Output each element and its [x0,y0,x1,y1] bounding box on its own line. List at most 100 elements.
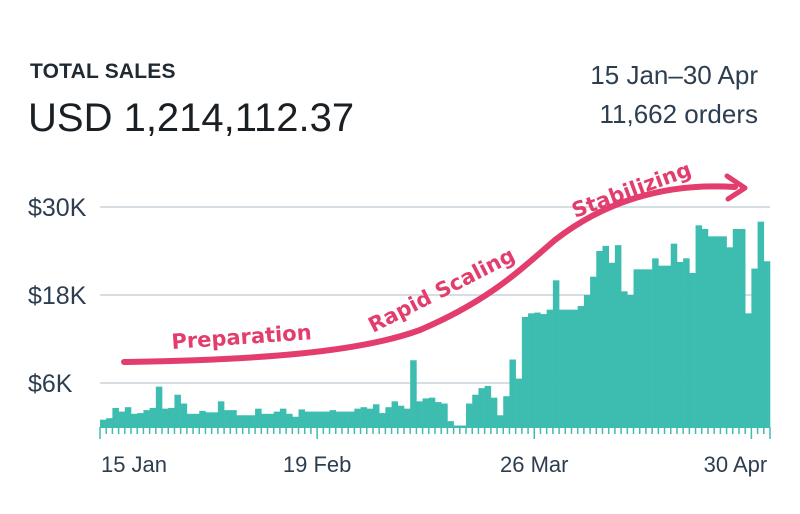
bar [224,410,231,427]
bar [391,401,399,427]
bar [267,413,275,427]
bar [366,408,374,427]
bar [726,247,734,427]
bar [397,405,405,427]
bar [137,413,144,427]
date-range: 15 Jan–30 Apr [590,60,758,90]
bar [652,258,659,427]
phase-arrow [121,173,748,365]
bar [720,236,727,427]
bar [155,386,163,427]
bar [180,403,188,427]
arrow-head [724,173,748,202]
bar [248,415,256,427]
bar [701,229,709,427]
y-tick-labels: $6K $18K $30K [28,194,87,398]
x-tick-labels: 15 Jan 19 Feb 26 Mar 30 Apr [101,452,767,477]
bar [683,258,690,427]
bar [577,306,585,427]
bar [751,268,758,427]
bar [484,385,492,427]
y-tick-label: $18K [28,282,87,310]
bar [583,295,591,427]
bar [689,273,696,427]
bar [112,407,119,427]
bar [602,245,610,427]
bar [509,359,516,427]
bar [565,309,572,427]
bars [100,221,771,427]
order-count: 11,662 orders [599,99,758,129]
x-tick-label: 15 Jan [101,452,167,477]
bar [540,314,547,427]
bar [199,410,206,427]
bar [478,388,485,427]
bar [621,291,628,427]
y-tick-label: $30K [28,194,87,222]
bar [174,394,181,427]
bar [608,262,616,427]
bar [143,410,150,427]
bar [521,317,529,427]
bar [118,411,126,427]
bar [503,396,510,427]
bar [379,413,386,427]
bar [757,221,765,427]
bar [596,251,603,427]
bar [341,411,349,427]
bar [298,409,306,427]
bar [528,313,535,427]
bar [422,398,430,427]
bar [162,408,169,427]
x-tick-label: 30 Apr [704,452,768,477]
bar [627,295,634,427]
bar [193,413,200,427]
phase-label: Preparation [171,320,313,354]
bar [242,415,250,427]
bar [552,280,560,427]
bar [707,236,715,427]
bar [255,408,262,427]
bar [211,412,219,427]
total-sales-value: USD 1,214,112.37 [28,96,355,140]
bar [385,407,392,427]
bar [286,413,293,427]
bar [676,262,684,427]
bar [466,403,473,427]
bar [614,245,622,427]
bar [472,394,479,427]
bar [732,229,740,427]
bar [348,411,355,427]
bar [559,309,566,427]
bar [590,276,597,427]
bar [261,413,268,427]
bar [205,412,212,427]
bar [217,401,225,427]
x-axis [99,426,771,439]
bar [403,408,411,427]
bar [534,312,541,427]
y-tick-label: $6K [28,370,73,398]
bar [279,408,287,427]
bar [304,411,312,427]
bar [714,236,721,427]
bar [323,411,330,427]
bar [571,309,578,427]
bar [372,404,380,427]
bar [645,269,653,427]
bar [658,265,665,427]
bar [354,408,361,427]
x-tick-label: 19 Feb [283,452,352,477]
phase-arrow-line [121,183,738,365]
chart-title: TOTAL SALES [30,60,176,83]
bar [149,407,157,427]
bar [329,410,337,427]
bar [763,261,771,427]
bar [410,360,417,427]
bar [633,269,641,427]
bar [186,413,194,427]
bar [738,229,746,427]
bar [435,402,442,427]
bar [639,269,647,427]
